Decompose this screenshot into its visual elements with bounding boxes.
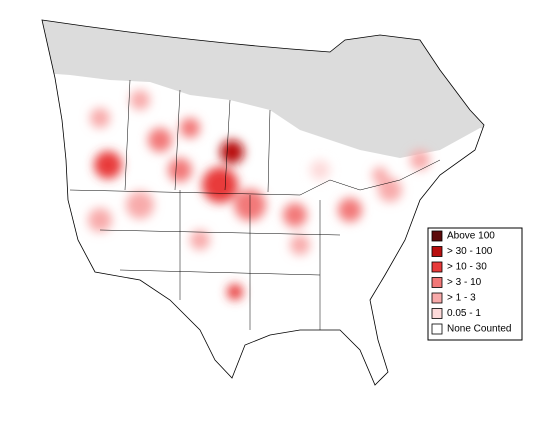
legend-swatch [431, 246, 443, 257]
legend-label: > 30 - 100 [447, 246, 493, 257]
legend-label: 0.05 - 1 [447, 308, 481, 319]
legend-label: None Counted [447, 324, 512, 335]
legend-label: > 10 - 30 [447, 262, 487, 273]
coastline [41, 19, 485, 386]
legend-swatch [431, 230, 443, 242]
legend-label: > 3 - 10 [447, 277, 482, 288]
legend-swatch [431, 323, 443, 335]
density-blobs [88, 90, 430, 300]
legend-swatch [431, 277, 443, 288]
legend-swatch [431, 261, 443, 273]
borders [69, 79, 441, 330]
legend [427, 227, 523, 341]
legend-swatch [431, 292, 443, 304]
legend-swatch [431, 308, 443, 319]
legend-label: > 1 - 3 [447, 293, 476, 304]
legend-items: Above 100 > 30 - 100 > 10 - 30 > 3 - 10 > 1 … [431, 230, 512, 335]
legend-label: Above 100 [447, 231, 495, 242]
